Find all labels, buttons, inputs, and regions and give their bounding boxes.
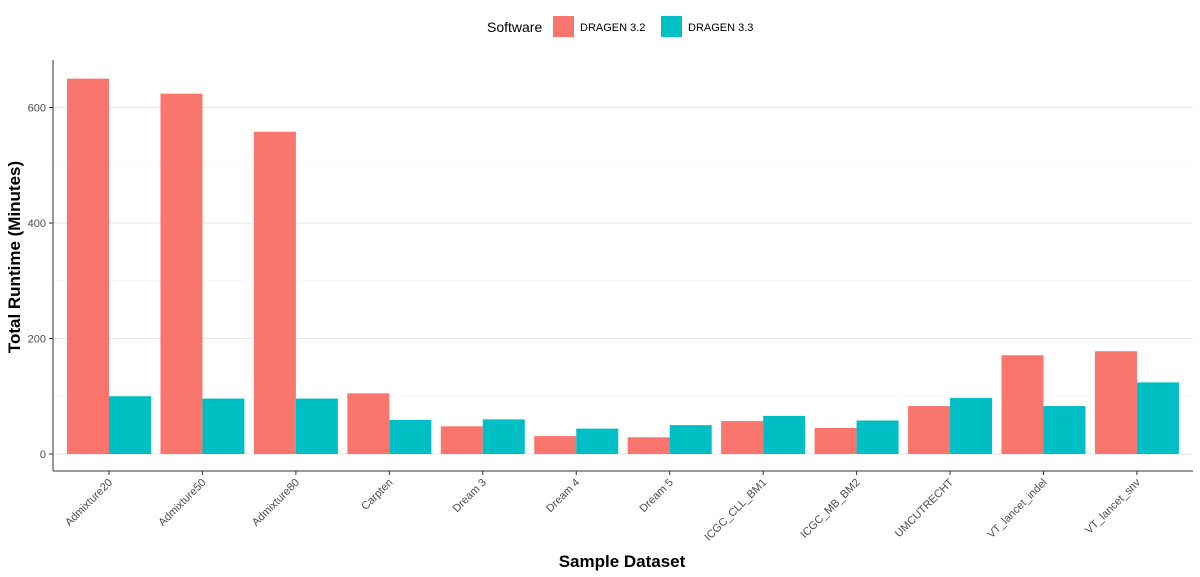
bar-dragen-3-2 — [253, 131, 296, 454]
x-tick-label: ICGC_CLL_BM1 — [702, 477, 769, 544]
x-tick-label: Dream 4 — [544, 477, 582, 515]
bar-dragen-3-2 — [1094, 351, 1137, 454]
legend: Software DRAGEN 3.2 DRAGEN 3.3 — [487, 16, 753, 37]
bar-dragen-3-3 — [202, 398, 245, 454]
y-tick-label: 200 — [28, 334, 46, 346]
bar-dragen-3-2 — [534, 436, 577, 454]
x-tick-label: Admixture80 — [250, 477, 302, 529]
bar-dragen-3-2 — [814, 428, 857, 454]
bar-dragen-3-2 — [67, 78, 109, 454]
bar-dragen-3-3 — [763, 415, 806, 454]
bar-dragen-3-3 — [109, 396, 151, 454]
legend-label: DRAGEN 3.3 — [688, 22, 753, 34]
bar-dragen-3-3 — [389, 419, 432, 454]
legend-label: DRAGEN 3.2 — [580, 22, 645, 34]
x-axis-ticks: Admixture20 Admixture50 Admixture80 Carpten… — [63, 471, 1143, 543]
bar-dragen-3-2 — [1001, 355, 1044, 454]
x-axis-title: Sample Dataset — [559, 552, 686, 571]
x-tick-label: Carpten — [359, 477, 395, 513]
x-tick-label: UMCUTRECHT — [893, 476, 957, 540]
bars — [67, 78, 1179, 454]
y-tick-label: 400 — [28, 218, 46, 230]
bar-dragen-3-3 — [576, 428, 619, 454]
grid-lines — [53, 107, 1193, 455]
bar-dragen-3-2 — [721, 421, 764, 454]
bar-dragen-3-3 — [1043, 406, 1086, 454]
bar-dragen-3-2 — [347, 393, 390, 454]
y-axis-ticks: 0 200 400 600 — [28, 103, 53, 461]
x-tick-label: Admixture20 — [63, 477, 115, 529]
x-tick-label: Dream 3 — [451, 477, 489, 515]
y-tick-label: 0 — [40, 449, 46, 461]
bar-dragen-3-2 — [908, 406, 951, 454]
x-tick-label: Dream 5 — [638, 477, 676, 515]
bar-dragen-3-3 — [950, 397, 993, 454]
bar-dragen-3-3 — [295, 398, 338, 454]
y-axis-title: Total Runtime (Minutes) — [5, 161, 24, 353]
x-tick-label: VT_lancet_snv — [1083, 476, 1143, 536]
legend-title: Software — [487, 19, 542, 35]
bar-dragen-3-3 — [669, 425, 712, 454]
bar-dragen-3-2 — [627, 437, 670, 454]
x-tick-label: VT_lancet_indel — [985, 477, 1049, 541]
legend-swatch — [661, 16, 682, 37]
x-tick-label: ICGC_MB_BM2 — [798, 477, 862, 541]
y-tick-label: 600 — [28, 103, 46, 115]
legend-swatch — [553, 16, 574, 37]
bar-dragen-3-3 — [482, 419, 525, 454]
bar-dragen-3-3 — [1136, 382, 1179, 454]
x-tick-label: Admixture50 — [156, 477, 208, 529]
bar-dragen-3-2 — [440, 426, 483, 454]
bar-dragen-3-2 — [160, 93, 203, 454]
bar-dragen-3-3 — [856, 420, 899, 454]
